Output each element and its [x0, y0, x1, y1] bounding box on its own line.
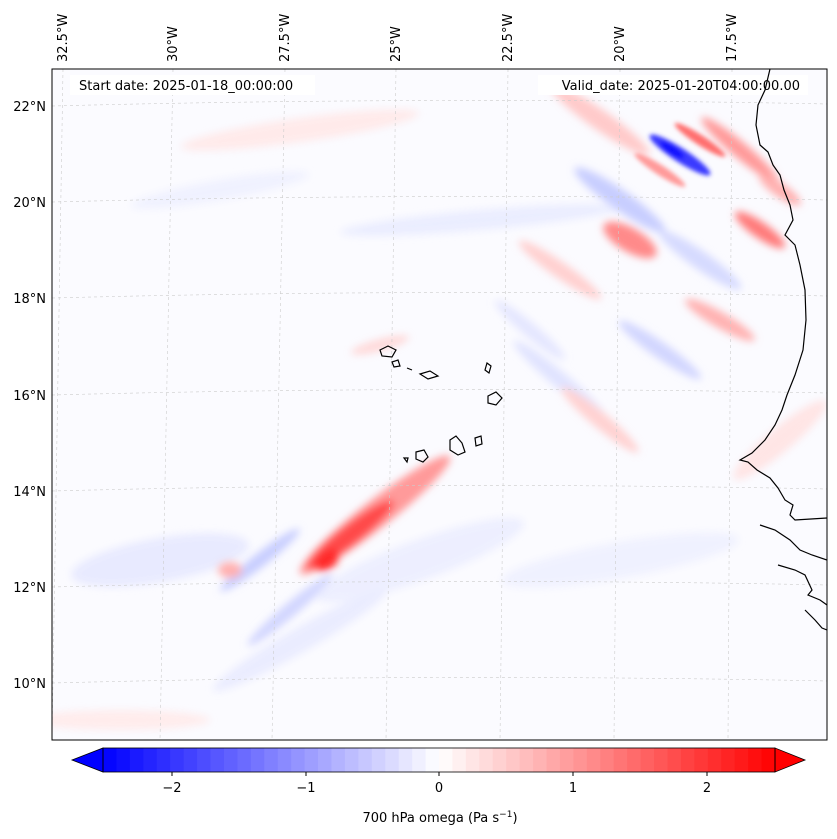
colorbar-step — [465, 748, 480, 772]
island — [418, 370, 440, 380]
colorbar-step — [250, 748, 265, 772]
colorbar-step — [318, 748, 333, 772]
colorbar-step — [237, 748, 252, 772]
lat-label: 16°N — [13, 389, 46, 404]
colorbar-step — [143, 748, 158, 772]
colorbar-step — [291, 748, 306, 772]
colorbar-label: 700 hPa omega (Pa s−1) — [362, 810, 517, 826]
colorbar-step — [425, 748, 440, 772]
colorbar-step — [358, 748, 373, 772]
colorbar-step — [707, 748, 722, 772]
colorbar-step — [156, 748, 171, 772]
map-background — [52, 69, 827, 740]
start-date-label: Start date: 2025-01-18_00:00:00 — [79, 79, 293, 94]
colorbar-step — [640, 748, 655, 772]
lon-label: 20°W — [613, 26, 628, 62]
colorbar: −2 −1 0 1 2 700 hPa omega (Pa s−1) — [70, 747, 807, 826]
colorbar-step — [116, 748, 131, 772]
colorbar-step — [452, 748, 467, 772]
colorbar-step — [304, 748, 319, 772]
island — [406, 367, 413, 371]
colorbar-step — [398, 748, 413, 772]
island — [402, 457, 409, 464]
omega-field — [52, 84, 827, 730]
colorbar-step — [197, 748, 212, 772]
colorbar-step — [600, 748, 615, 772]
colorbar-step — [654, 748, 669, 772]
lat-label: 14°N — [13, 485, 46, 500]
lon-label: 17.5°W — [725, 14, 740, 62]
island — [449, 435, 466, 456]
colorbar-tick-label: 0 — [435, 781, 443, 796]
lon-label: 32.5°W — [56, 14, 71, 62]
colorbar-step — [761, 748, 776, 772]
map-area — [52, 69, 827, 740]
island — [474, 435, 483, 447]
colorbar-gradient — [103, 748, 776, 772]
lat-label: 20°N — [13, 196, 46, 211]
longitude-labels: 32.5°W 30°W 27.5°W 25°W 22.5°W 20°W 17.5… — [56, 14, 740, 62]
colorbar-step — [103, 748, 118, 772]
valid-date-label: Valid_date: 2025-01-20T04:00:00.00 — [562, 79, 800, 94]
colorbar-step — [573, 748, 588, 772]
graticule — [52, 69, 827, 740]
colorbar-step — [627, 748, 642, 772]
africa-coastline — [738, 69, 827, 521]
colorbar-tick-label: −2 — [162, 781, 181, 796]
lat-label: 10°N — [13, 677, 46, 692]
coastlines — [379, 69, 827, 631]
colorbar-step — [371, 748, 386, 772]
colorbar-tick-label: −1 — [296, 781, 315, 796]
colorbar-max-extend — [774, 747, 807, 773]
map-frame — [51, 68, 828, 741]
latitude-labels: 22°N 20°N 18°N 16°N 14°N 12°N 10°N — [13, 100, 46, 692]
lon-label: 27.5°W — [278, 14, 293, 62]
colorbar-step — [264, 748, 279, 772]
colorbar-step — [721, 748, 736, 772]
colorbar-step — [223, 748, 238, 772]
colorbar-step — [613, 748, 628, 772]
colorbar-step — [519, 748, 534, 772]
colorbar-step — [479, 748, 494, 772]
colorbar-step — [559, 748, 574, 772]
lon-label: 30°W — [166, 26, 181, 62]
island — [379, 345, 397, 358]
colorbar-step — [586, 748, 601, 772]
colorbar-step — [170, 748, 185, 772]
colorbar-step — [344, 748, 359, 772]
lat-label: 22°N — [13, 100, 46, 115]
colorbar-tick-label: 2 — [703, 781, 711, 796]
lon-label: 22.5°W — [501, 14, 516, 62]
colorbar-step — [331, 748, 346, 772]
lat-label: 18°N — [13, 292, 46, 307]
colorbar-step — [667, 748, 682, 772]
colorbar-step — [210, 748, 225, 772]
colorbar-step — [129, 748, 144, 772]
colorbar-step — [546, 748, 561, 772]
island — [484, 361, 492, 375]
colorbar-step — [412, 748, 427, 772]
colorbar-min-extend — [70, 747, 104, 773]
colorbar-step — [680, 748, 695, 772]
island — [415, 449, 429, 463]
colorbar-step — [506, 748, 521, 772]
colorbar-step — [748, 748, 763, 772]
island — [487, 391, 503, 406]
lat-label: 12°N — [13, 581, 46, 596]
colorbar-step — [277, 748, 292, 772]
colorbar-ticks: −2 −1 0 1 2 — [162, 772, 711, 796]
colorbar-step — [533, 748, 548, 772]
colorbar-step — [439, 748, 454, 772]
lon-label: 25°W — [389, 26, 404, 62]
colorbar-step — [694, 748, 709, 772]
colorbar-step — [492, 748, 507, 772]
island — [391, 359, 401, 368]
colorbar-tick-label: 1 — [569, 781, 577, 796]
colorbar-step — [734, 748, 749, 772]
colorbar-step — [385, 748, 400, 772]
colorbar-step — [183, 748, 198, 772]
